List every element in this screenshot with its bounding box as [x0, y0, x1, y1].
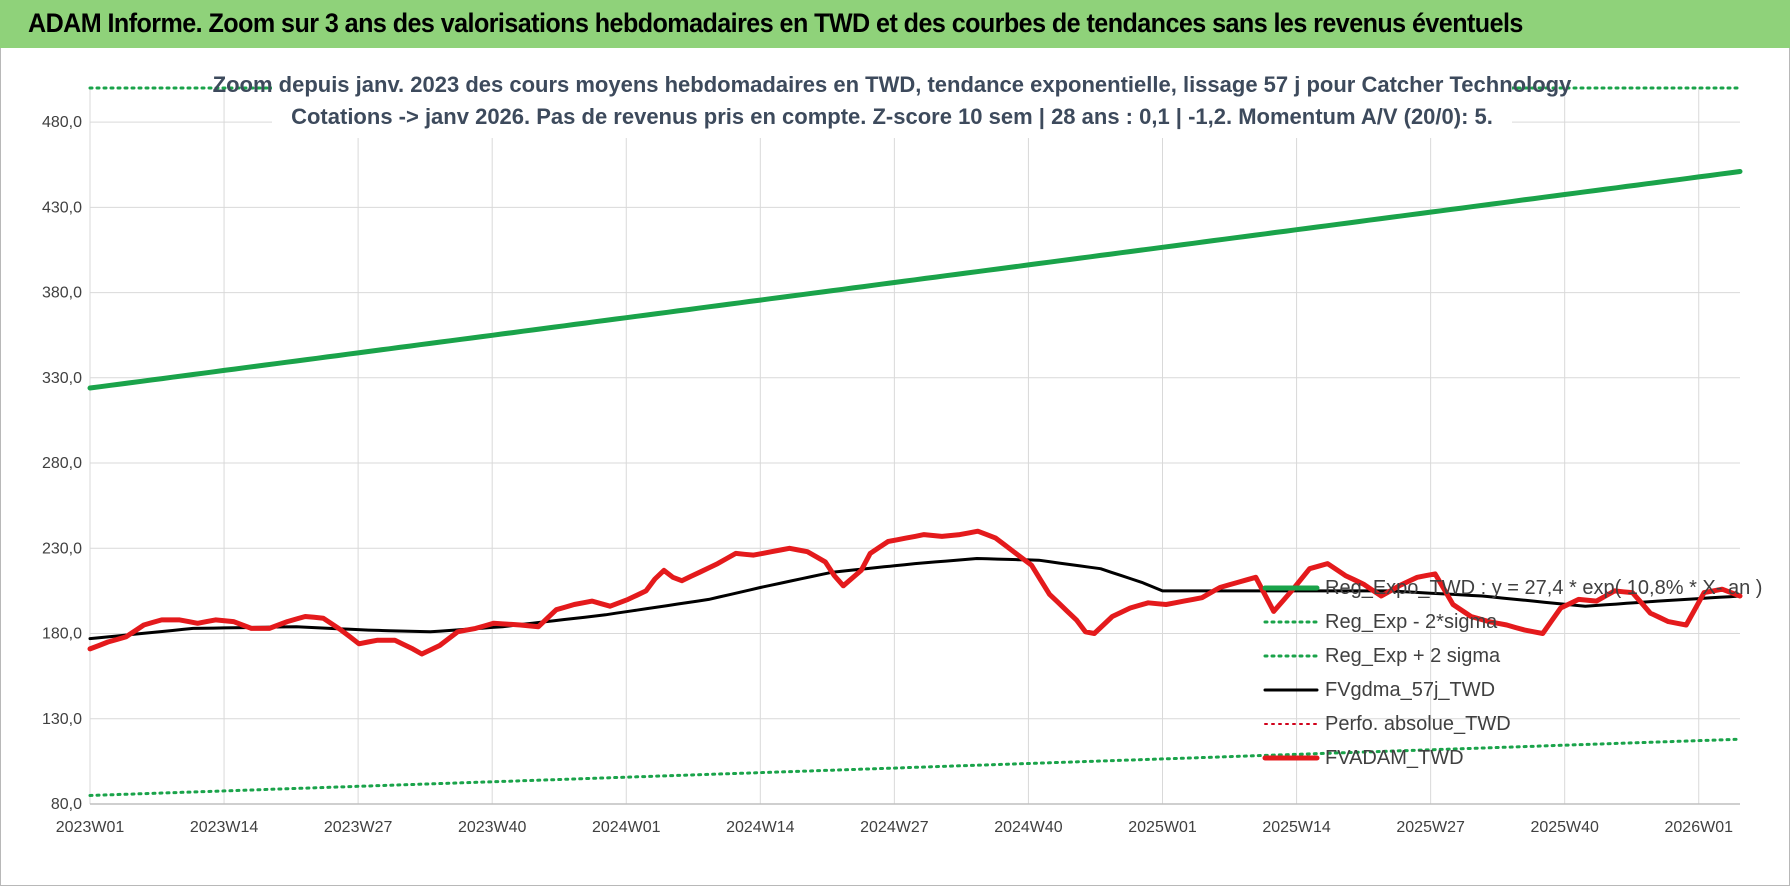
x-tick-label: 2023W14	[190, 819, 259, 836]
line-chart: 80,0 130,0 180,0 230,0 280,0 330,0 380,0 430,0 4…	[42, 60, 1762, 836]
page-title: ADAM Informe. Zoom sur 3 ans des valoris…	[28, 8, 1523, 38]
y-tick-label: 280,0	[42, 455, 82, 472]
x-tick-label: 2024W27	[860, 819, 929, 836]
x-tick-label: 2023W01	[56, 819, 125, 836]
x-tick-label: 2024W40	[994, 819, 1063, 836]
y-tick-label: 80,0	[51, 796, 82, 813]
subtitle-background	[272, 60, 1512, 138]
legend-label: Reg_Expo_TWD : y = 27,4 * exp( 10,8% * X…	[1325, 577, 1762, 599]
series-line-1	[88, 737, 1742, 797]
series-line-0	[87, 169, 1743, 391]
y-tick-label: 130,0	[42, 711, 82, 728]
x-tick-label: 2023W27	[324, 819, 393, 836]
x-tick-label: 2024W01	[592, 819, 661, 836]
x-tick-label: 2023W40	[458, 819, 527, 836]
y-tick-label: 180,0	[42, 626, 82, 643]
legend-label: FVgdma_57j_TWD	[1325, 679, 1495, 701]
x-tick-label: 2025W27	[1396, 819, 1465, 836]
legend-label: Reg_Exp - 2*sigma	[1325, 611, 1498, 633]
y-tick-label: 230,0	[42, 540, 82, 557]
series-line-3	[88, 557, 1742, 641]
legend-label: FVADAM_TWD	[1325, 747, 1464, 769]
legend-label: Reg_Exp + 2 sigma	[1325, 645, 1501, 667]
series-line-5	[87, 528, 1743, 657]
x-tick-label: 2026W01	[1665, 819, 1734, 836]
x-tick-label: 2025W40	[1530, 819, 1599, 836]
x-tick-label: 2024W14	[726, 819, 795, 836]
x-tick-label: 2025W01	[1128, 819, 1197, 836]
y-tick-label: 380,0	[42, 285, 82, 302]
subtitle-line-2: Cotations -> janv 2026. Pas de revenus p…	[291, 104, 1493, 129]
subtitle-line-1: Zoom depuis janv. 2023 des cours moyens …	[213, 72, 1572, 97]
y-tick-label: 430,0	[42, 199, 82, 216]
axes: 80,0 130,0 180,0 230,0 280,0 330,0 380,0 430,0 4…	[42, 114, 1740, 836]
legend-label: Perfo. absolue_TWD	[1325, 713, 1511, 735]
y-tick-label: 480,0	[42, 114, 82, 131]
chart-subtitle: Zoom depuis janv. 2023 des cours moyens …	[213, 60, 1572, 138]
title-banner: ADAM Informe. Zoom sur 3 ans des valoris…	[0, 0, 1790, 48]
y-tick-label: 330,0	[42, 370, 82, 387]
x-tick-label: 2025W14	[1262, 819, 1331, 836]
legend: Reg_Expo_TWD : y = 27,4 * exp( 10,8% * X…	[1262, 577, 1762, 769]
